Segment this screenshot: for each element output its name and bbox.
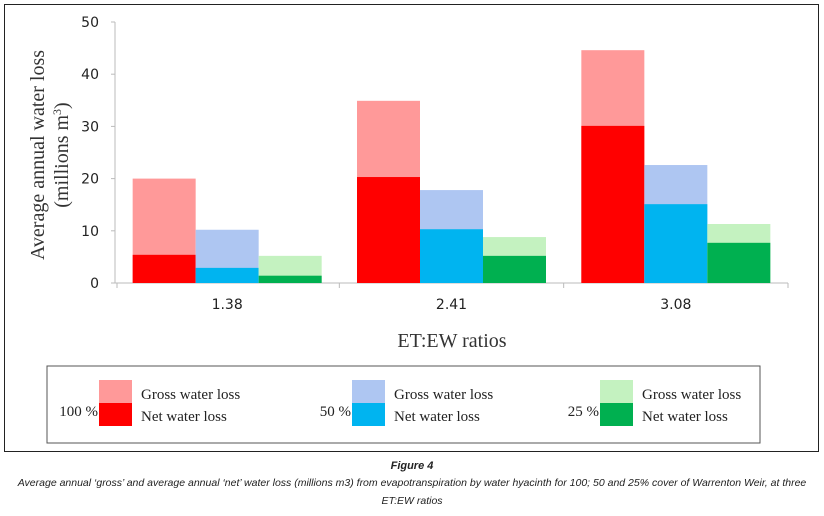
- legend-gross-label: Gross water loss: [394, 387, 493, 403]
- y-axis-title-line1: Average annual water loss: [27, 50, 49, 260]
- x-tick-labels: 1.38 2.41 3.08: [212, 297, 692, 313]
- legend-swatch-net: [99, 403, 132, 426]
- y-tick-label: 20: [81, 172, 99, 188]
- bars: [132, 50, 771, 284]
- legend-cover-label: 25 %: [568, 404, 599, 420]
- chart: Average annual water loss (millions m3) …: [27, 15, 789, 444]
- y-tick-label: 50: [81, 15, 99, 31]
- bar-net-25-2.41: [483, 255, 546, 283]
- legend-swatch-net: [352, 403, 385, 426]
- bar-net-100-2.41: [357, 177, 420, 283]
- bar-net-25-3.08: [707, 242, 771, 283]
- bar-net-100-1.38: [132, 254, 196, 283]
- legend-swatch-gross: [352, 380, 385, 403]
- legend-box: [46, 365, 761, 444]
- bar-net-25-1.38: [258, 275, 322, 283]
- legend-net-label: Net water loss: [394, 409, 480, 425]
- x-axis-title: ET:EW ratios: [397, 330, 506, 352]
- y-tick-labels: 0 10 20 30 40 50: [81, 15, 99, 292]
- y-tick-label: 0: [90, 276, 99, 292]
- legend-gross-label: Gross water loss: [141, 387, 240, 403]
- figure-label: Figure 4: [390, 460, 434, 472]
- y-axis-title: Average annual water loss (millions m3): [27, 50, 73, 260]
- y-tick-label: 30: [81, 119, 99, 135]
- x-tick-label: 3.08: [660, 297, 691, 313]
- legend-net-label: Net water loss: [642, 409, 728, 425]
- y-tick-label: 10: [81, 224, 99, 240]
- legend-net-label: Net water loss: [141, 409, 227, 425]
- bar-net-100-3.08: [581, 125, 645, 284]
- figure-caption: Figure 4 Average annual ‘gross’ and aver…: [0, 458, 824, 510]
- legend: 100 % Gross water loss Net water loss 50 % G…: [59, 380, 741, 426]
- y-tick-label: 40: [81, 67, 99, 83]
- bar-net-50-1.38: [195, 267, 259, 283]
- bar-net-50-3.08: [644, 204, 708, 283]
- y-axis-title-line2: (millions m3): [50, 102, 73, 207]
- figure-caption-text: Average annual ‘gross’ and average annua…: [17, 477, 807, 507]
- bar-net-50-2.41: [420, 229, 483, 283]
- legend-cover-label: 50 %: [320, 404, 351, 420]
- legend-cover-label: 100 %: [59, 404, 98, 420]
- legend-swatch-gross: [600, 380, 633, 403]
- legend-swatch-gross: [99, 380, 132, 403]
- legend-swatch-net: [600, 403, 633, 426]
- x-tick-label: 1.38: [212, 297, 243, 313]
- x-tick-label: 2.41: [436, 297, 467, 313]
- legend-gross-label: Gross water loss: [642, 387, 741, 403]
